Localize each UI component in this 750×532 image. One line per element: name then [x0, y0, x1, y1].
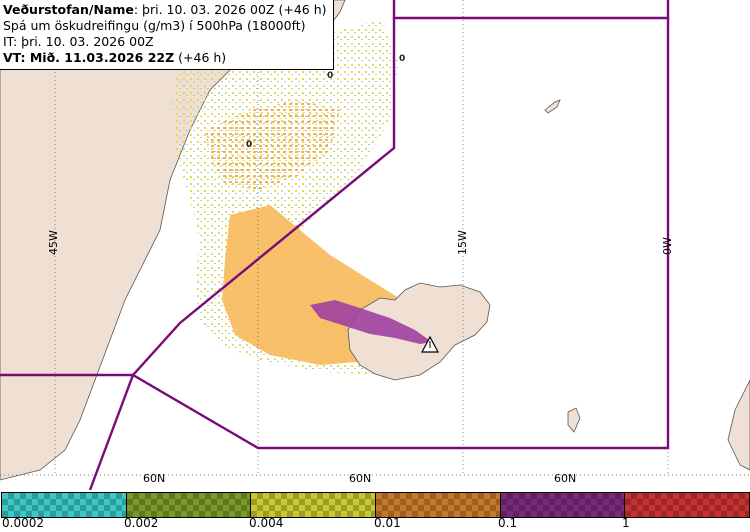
ash-plume-high: [310, 300, 432, 344]
lat-label-60n-center: 60N: [349, 472, 371, 485]
map-area: 45W 15W 0W 60N 60N 60N 0 0 0: [0, 0, 750, 490]
legend-tick: 1: [622, 516, 630, 530]
contour-label: 0: [399, 54, 405, 64]
header-name-value: : þri. 10. 03. 2026 00Z (+46 h): [133, 2, 327, 17]
contour-label: 0: [327, 71, 333, 81]
legend-color-bar: [1, 492, 750, 518]
concentration-legend: 0.0002 0.002 0.004 0.01 0.1 1: [0, 490, 750, 532]
latitude-labels: 60N 60N 60N: [143, 472, 576, 485]
header-name-label: Veðurstofan/Name: [3, 2, 134, 17]
iceland-land: [347, 282, 491, 381]
legend-tick: 0.01: [374, 516, 401, 530]
volcano-warning-icon: [421, 335, 439, 353]
graticule: [0, 0, 750, 476]
legend-tick: 0.0002: [2, 516, 44, 530]
legend-tick: 0.004: [249, 516, 284, 530]
header-name-line: Veðurstofan/Name: þri. 10. 03. 2026 00Z …: [3, 2, 327, 18]
ash-plume-mid-north: [205, 100, 340, 190]
lat-label-60n-west: 60N: [143, 472, 165, 485]
fir-boundaries: [0, 0, 670, 490]
legend-tick: 0.1: [498, 516, 518, 530]
jan-mayen-island: [544, 99, 561, 114]
header-valid-label: VT: Mið. 11.03.2026 22Z: [3, 50, 175, 65]
legend-swatch: [625, 493, 750, 517]
legend-swatch: [251, 493, 377, 517]
legend-swatch: [2, 493, 127, 517]
header-product: Spá um öskudreifingu (g/m3) í 500hPa (18…: [3, 18, 306, 33]
lat-label-60n-east: 60N: [554, 472, 576, 485]
lon-label-45w: 45W: [47, 230, 60, 255]
forecast-info-box: Veðurstofan/Name: þri. 10. 03. 2026 00Z …: [0, 0, 334, 70]
header-valid-line: VT: Mið. 11.03.2026 22Z (+46 h): [3, 50, 327, 66]
contour-label: 0: [246, 140, 252, 150]
scandinavia-land: [727, 379, 750, 471]
legend-tick: 0.002: [124, 516, 159, 530]
legend-swatch: [126, 493, 252, 517]
longitude-labels: 45W 15W 0W: [47, 230, 674, 255]
legend-swatch: [376, 493, 501, 517]
header-issue-time: IT: þri. 10. 03. 2026 00Z: [3, 34, 154, 49]
faroe-islands: [567, 407, 581, 433]
map-canvas: 45W 15W 0W 60N 60N 60N 0 0 0: [0, 0, 750, 490]
header-valid-offset: (+46 h): [174, 50, 227, 65]
lon-label-15w: 15W: [456, 230, 469, 255]
legend-swatch: [500, 493, 626, 517]
lon-label-0w: 0W: [661, 237, 674, 255]
